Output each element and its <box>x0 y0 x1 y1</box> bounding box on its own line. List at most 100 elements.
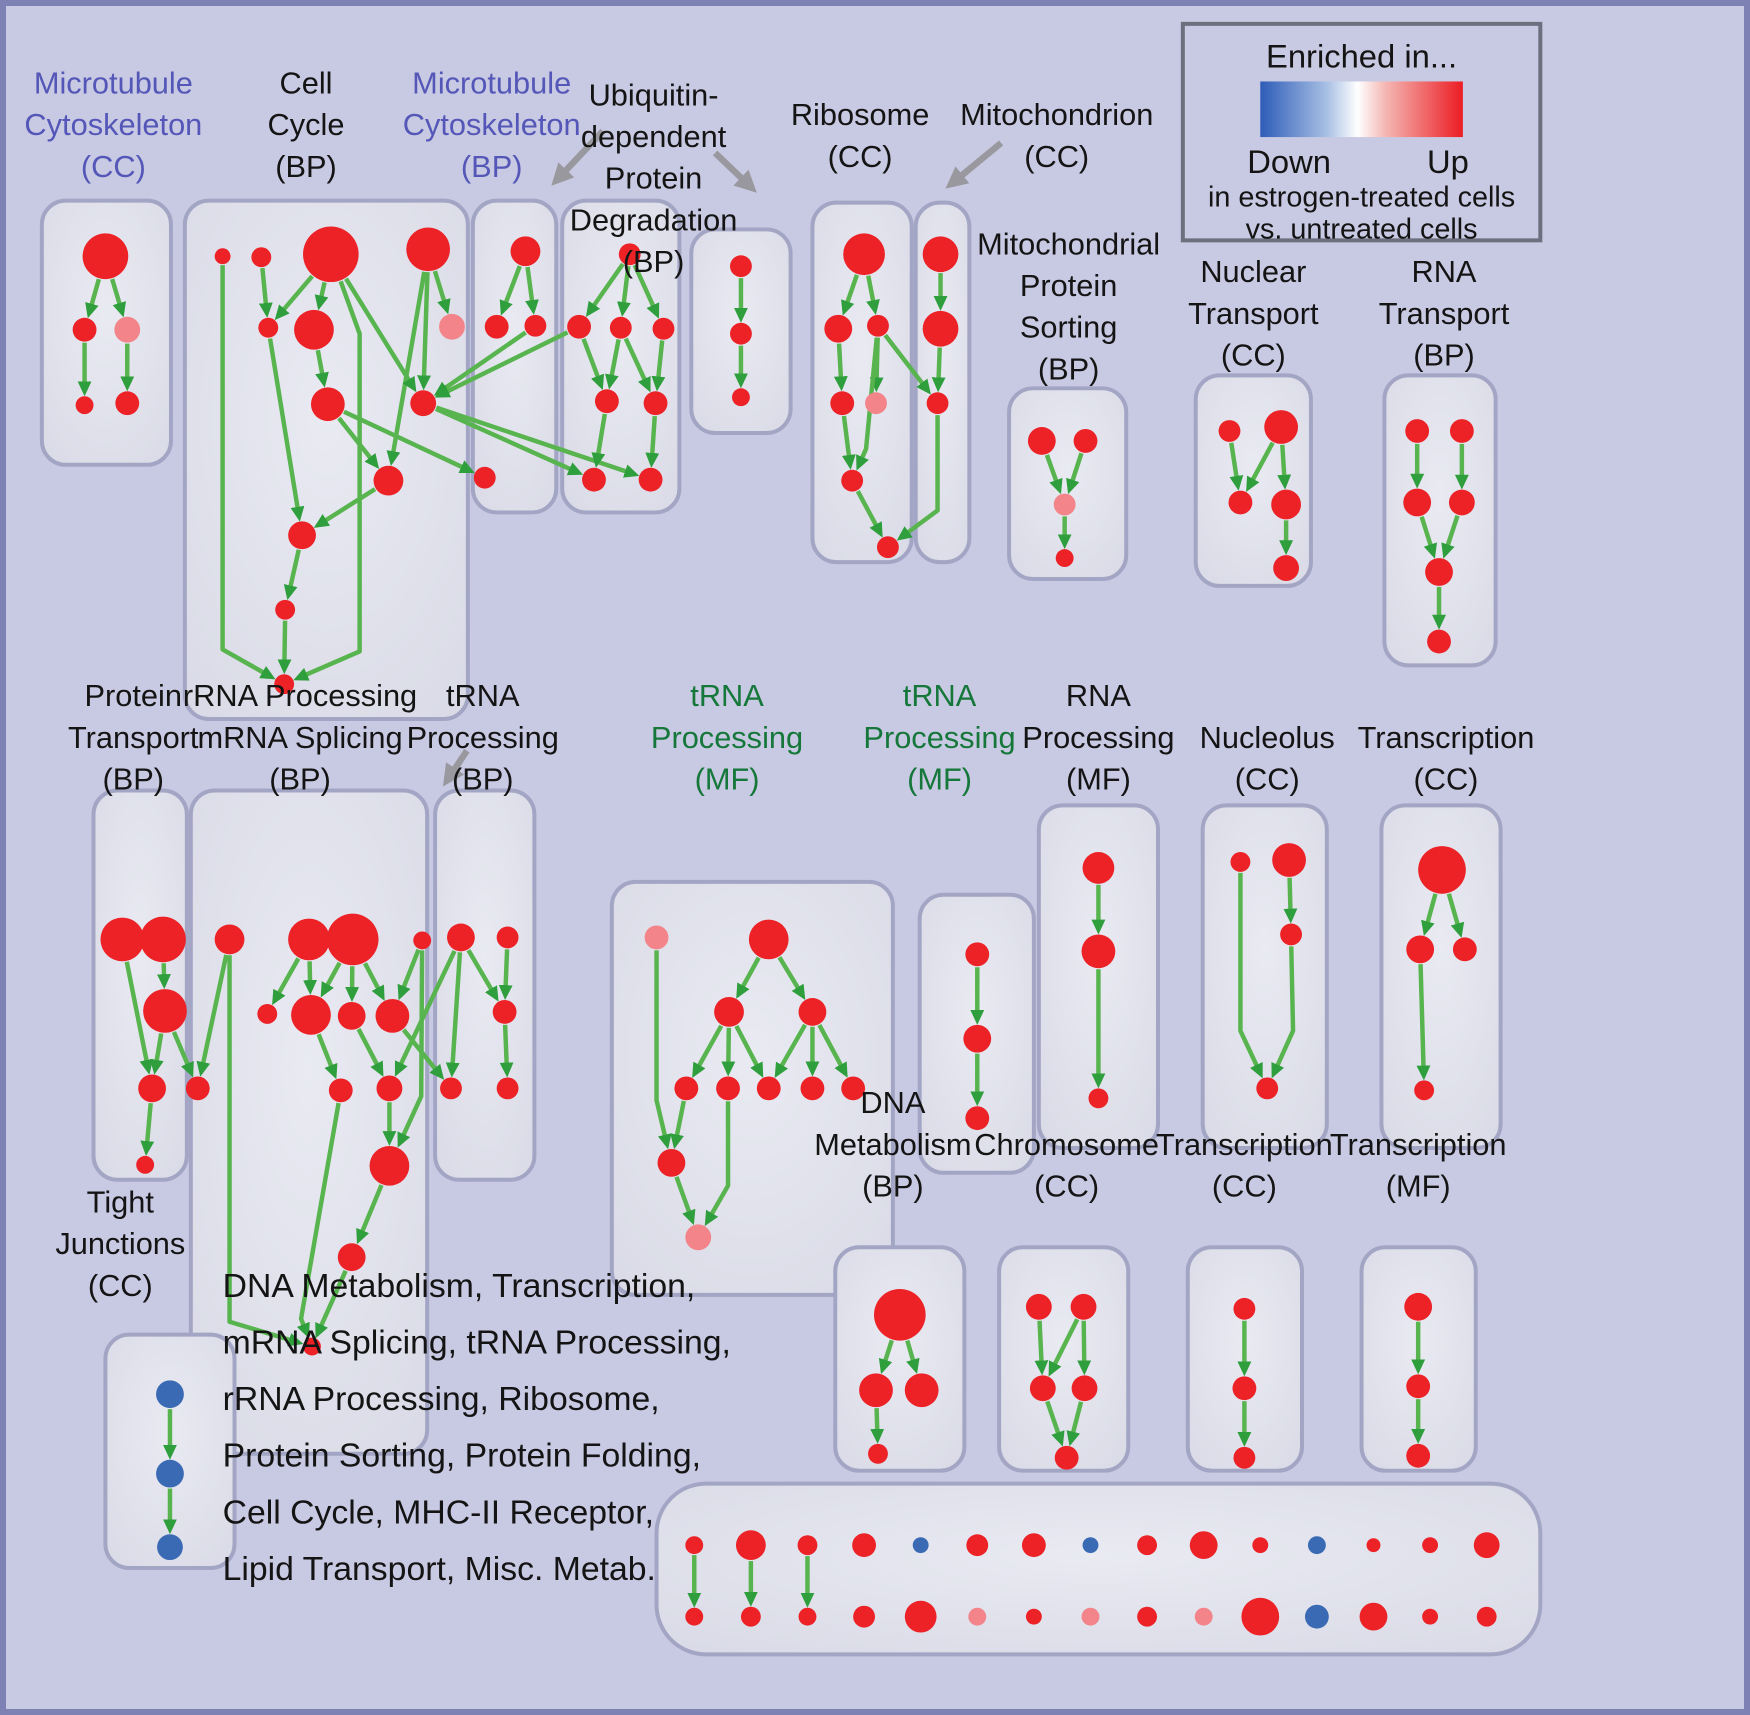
label-line: Protein <box>605 161 702 196</box>
go-term-node <box>328 1078 353 1103</box>
label-line: Cycle <box>268 107 345 142</box>
edge-arrow <box>878 1339 894 1375</box>
go-term-node <box>294 309 334 350</box>
go-term-node <box>156 1459 184 1488</box>
go-term-node <box>1427 629 1451 654</box>
edge-arrow <box>1048 1318 1080 1377</box>
edge-arrow <box>525 266 539 315</box>
edge-arrow <box>1283 877 1298 924</box>
label-line: Nucleolus <box>1200 720 1335 755</box>
go-term-node <box>867 314 889 337</box>
go-term-node <box>912 1537 929 1554</box>
label-line: (BP) <box>452 761 514 796</box>
label-line: Mitochondrial <box>977 226 1160 261</box>
edge-arrow <box>258 267 273 318</box>
go-term-node <box>140 916 186 963</box>
label-line: (BP) <box>461 149 523 184</box>
go-term-node <box>730 322 752 345</box>
go-term-node <box>1137 1535 1158 1556</box>
label-line: RNA <box>1412 254 1477 289</box>
go-term-node <box>841 469 864 492</box>
cluster-box-cc <box>182 198 470 721</box>
go-term-node <box>652 317 675 340</box>
edge-arrow <box>356 1028 384 1077</box>
edge-arrow <box>124 961 154 1075</box>
edge-arrow <box>1066 452 1084 495</box>
go-term-node <box>156 1380 184 1409</box>
label-trna-processing-mf-2: tRNA Processing (MF) <box>863 678 1015 796</box>
label-line: dependent <box>581 119 727 154</box>
label-cell-cycle-bp: Cell Cycle (BP) <box>268 65 345 183</box>
go-term-node <box>1404 1292 1433 1321</box>
go-term-node <box>1055 549 1074 568</box>
go-term-node <box>1448 489 1475 516</box>
edge-arrow <box>866 275 880 315</box>
label-microtubule-cytoskeleton-cc: Microtubule Cytoskeleton (CC) <box>24 65 202 183</box>
cluster-box-tight_j <box>103 1332 237 1570</box>
go-term-node <box>968 1607 987 1626</box>
go-term-node <box>966 1534 989 1557</box>
go-term-node <box>251 247 272 268</box>
go-term-node <box>926 392 949 415</box>
footnote-line: DNA Metabolism, Transcription, <box>223 1267 696 1305</box>
edge-arrow <box>856 337 880 471</box>
go-term-node <box>1241 1597 1280 1636</box>
go-term-node <box>1233 1446 1256 1469</box>
edge-arrow <box>320 961 342 998</box>
go-term-node <box>798 998 827 1026</box>
label-line: Transport <box>68 720 199 755</box>
edge-arrow <box>314 281 329 311</box>
label-line: Sorting <box>1020 310 1117 345</box>
cluster-box-prot_t <box>91 788 189 1182</box>
label-mito-protein-sorting-bp: Mitochondrial Protein Sorting (BP) <box>977 226 1160 386</box>
label-ribosome-cc: Ribosome (CC) <box>791 97 930 174</box>
go-term-node <box>1406 935 1435 964</box>
go-term-node <box>303 226 359 283</box>
label-line: (MF) <box>695 761 760 796</box>
edge-arrow <box>1271 946 1296 1079</box>
label-line: (BP) <box>862 1169 924 1204</box>
go-term-node <box>1081 1607 1100 1626</box>
go-term-node <box>1304 1604 1329 1629</box>
edge-arrow <box>227 955 304 1347</box>
legend-subtitle-1: in estrogen-treated cells <box>1208 182 1515 214</box>
go-term-node <box>1021 1533 1046 1558</box>
go-term-node <box>1232 1376 1257 1401</box>
label-line: Nuclear <box>1200 254 1306 289</box>
go-term-node <box>257 1003 278 1024</box>
edge-arrow <box>401 1028 445 1080</box>
edge-arrow <box>1446 893 1465 938</box>
go-term-node <box>1406 1443 1431 1468</box>
label-dna-metabolism-bp: DNA Metabolism (BP) <box>814 1085 971 1203</box>
go-term-node <box>1422 1608 1439 1625</box>
edge-arrow <box>883 333 931 395</box>
edge-arrow <box>674 1176 696 1226</box>
edge-arrow <box>171 1031 194 1078</box>
label-line: Processing <box>651 720 803 755</box>
cluster-box-rib <box>810 200 914 565</box>
legend-subtitle-2: vs. untreated cells <box>1246 213 1478 245</box>
footnote-line: Cell Cycle, MHC-II Receptor, <box>223 1493 654 1531</box>
edge-arrow <box>581 338 605 391</box>
edge-arrow <box>623 337 651 393</box>
label-line: tRNA <box>903 678 977 713</box>
cluster-box-dna_met <box>833 1245 967 1473</box>
go-term-node <box>830 391 855 416</box>
go-term-node <box>1071 1375 1098 1402</box>
label-line: (CC) <box>1034 1169 1099 1204</box>
label-line: mRNA Splicing <box>197 720 402 755</box>
annotation-arrow <box>442 748 470 787</box>
go-term-node <box>904 1373 939 1408</box>
go-term-node <box>157 1534 183 1561</box>
label-line: Transcription <box>1330 1127 1507 1162</box>
label-tight-junctions-cc: Tight Junctions (CC) <box>55 1184 185 1302</box>
go-term-node <box>439 313 465 340</box>
go-term-node <box>115 391 140 416</box>
label-line: Cytoskeleton <box>24 107 202 142</box>
go-term-node <box>1027 427 1056 455</box>
go-term-node <box>376 1075 403 1102</box>
go-term-node <box>594 389 619 414</box>
label-line: Protein <box>84 678 181 713</box>
label-line: Tight <box>87 1184 155 1219</box>
edge-arrow <box>386 271 427 466</box>
